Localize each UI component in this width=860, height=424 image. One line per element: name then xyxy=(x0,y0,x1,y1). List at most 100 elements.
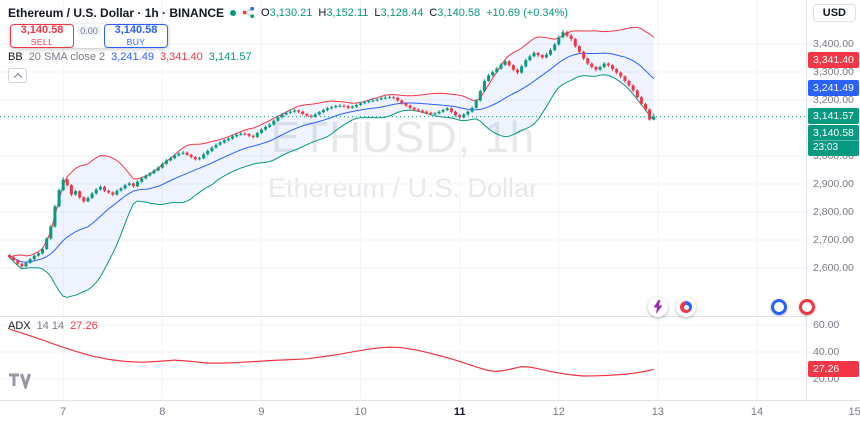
spread-value: 0.00 xyxy=(77,26,101,36)
adx-value: 27.26 xyxy=(70,320,98,332)
marker-blue-icon[interactable] xyxy=(771,299,787,315)
bb-lower-value: 3,141.57 xyxy=(208,51,252,63)
candle-body xyxy=(379,98,383,100)
candle-body xyxy=(321,110,325,113)
bb-upper-badge: 3,341.40 xyxy=(808,52,859,68)
time-label: 15: xyxy=(848,406,860,418)
candle-body xyxy=(507,61,511,66)
candle-body xyxy=(470,107,474,112)
candle-body xyxy=(202,154,206,159)
candle-body xyxy=(243,133,247,135)
candle-body xyxy=(53,206,57,227)
time-scale[interactable]: 7 8 9 10 11 12 13 14 15: xyxy=(0,400,860,424)
pane-divider[interactable] xyxy=(0,316,860,317)
candle-body xyxy=(619,72,623,77)
candle-body xyxy=(247,134,251,136)
price-scale[interactable]: 3,400.00 3,300.00 3,200.00 3,000.00 2,900.00… xyxy=(806,0,860,424)
candle-body xyxy=(119,188,123,191)
candle-body xyxy=(363,102,367,104)
candle-body xyxy=(177,153,181,156)
sell-price: 3,140.58 xyxy=(20,24,64,37)
candle-body xyxy=(631,85,635,91)
candle-body xyxy=(103,186,106,191)
candle-body xyxy=(449,108,453,112)
ohlc-open: O3,130.21 xyxy=(261,6,313,19)
candle-body xyxy=(78,191,82,198)
candle-body xyxy=(65,179,69,186)
time-label: 7 xyxy=(60,406,67,418)
candle-body xyxy=(144,175,148,179)
candle-body xyxy=(111,192,115,195)
time-label: 10 xyxy=(354,406,367,418)
adx-scale-label: 40.00 xyxy=(813,346,840,358)
time-label: 11 xyxy=(453,406,466,418)
candle-body xyxy=(359,103,363,105)
candle-body xyxy=(185,152,189,155)
boost-lightning-icon[interactable] xyxy=(648,297,668,317)
bb-name[interactable]: BB xyxy=(8,51,23,63)
candle-body xyxy=(429,112,433,114)
candle-body xyxy=(549,50,552,55)
candle-body xyxy=(565,32,569,36)
candle-body xyxy=(20,263,24,267)
share-icon[interactable] xyxy=(242,6,255,19)
candle-body xyxy=(458,115,462,118)
collapse-indicators-button[interactable] xyxy=(8,68,27,83)
candle-body xyxy=(173,155,177,159)
candle-body xyxy=(152,170,156,174)
candle-body xyxy=(598,66,602,70)
candle-body xyxy=(416,109,420,111)
price-label: 3,200.00 xyxy=(813,94,854,106)
candle-body xyxy=(582,51,586,59)
candle-body xyxy=(41,248,44,254)
candle-body xyxy=(371,100,375,102)
candle-body xyxy=(396,97,400,101)
bb-indicator-row[interactable]: BB 20 SMA close 2 3,241.49 3,341.40 3,14… xyxy=(8,51,252,63)
candle-body xyxy=(594,66,598,70)
adx-indicator-row[interactable]: ADX 14 14 27.26 xyxy=(8,320,98,332)
candle-body xyxy=(214,144,218,148)
candle-body xyxy=(49,226,53,239)
candle-body xyxy=(408,105,412,108)
candle-body xyxy=(45,238,49,249)
ohlc-readout: O3,130.21 H3,152.11 L3,128.44 C3,140.58 … xyxy=(261,7,568,19)
tradingview-logo[interactable] xyxy=(8,372,32,389)
symbol-title[interactable]: Ethereum / U.S. Dollar · 1h · BINANCE xyxy=(8,5,225,20)
candle-body xyxy=(569,35,573,39)
candle-body xyxy=(644,103,647,110)
candle-body xyxy=(107,190,111,193)
candle-body xyxy=(553,44,557,51)
currency-toggle-button[interactable]: USD xyxy=(812,4,856,22)
candle-body xyxy=(487,75,491,81)
candle-body xyxy=(86,198,90,202)
candle-body xyxy=(499,64,503,69)
candle-body xyxy=(495,68,499,72)
candles-series xyxy=(8,29,656,269)
adx-name[interactable]: ADX xyxy=(8,320,31,332)
candle-body xyxy=(602,63,606,67)
buy-label: BUY xyxy=(126,37,146,48)
candle-body xyxy=(293,110,296,112)
time-label: 12 xyxy=(552,406,565,418)
donut-icon xyxy=(680,301,692,313)
candle-body xyxy=(24,262,28,267)
price-label: 2,700.00 xyxy=(813,234,854,246)
candle-body xyxy=(115,190,119,195)
candle-body xyxy=(454,111,457,116)
candle-body xyxy=(181,152,185,154)
price-label: 3,400.00 xyxy=(813,38,854,50)
candle-body xyxy=(586,58,590,64)
candle-body xyxy=(210,147,214,151)
buy-button[interactable]: 3,140.58 BUY xyxy=(104,24,168,48)
candle-body xyxy=(276,117,280,121)
sell-label: SELL xyxy=(30,37,54,48)
candle-body xyxy=(516,69,519,73)
candle-body xyxy=(94,189,98,194)
candle-body xyxy=(433,113,437,115)
candle-body xyxy=(528,56,532,61)
marker-red-ic0n[interactable] xyxy=(799,299,815,315)
technicals-gauge-icon[interactable] xyxy=(676,297,696,317)
candle-body xyxy=(8,255,11,258)
sell-button[interactable]: 3,140.58 SELL xyxy=(10,24,74,48)
